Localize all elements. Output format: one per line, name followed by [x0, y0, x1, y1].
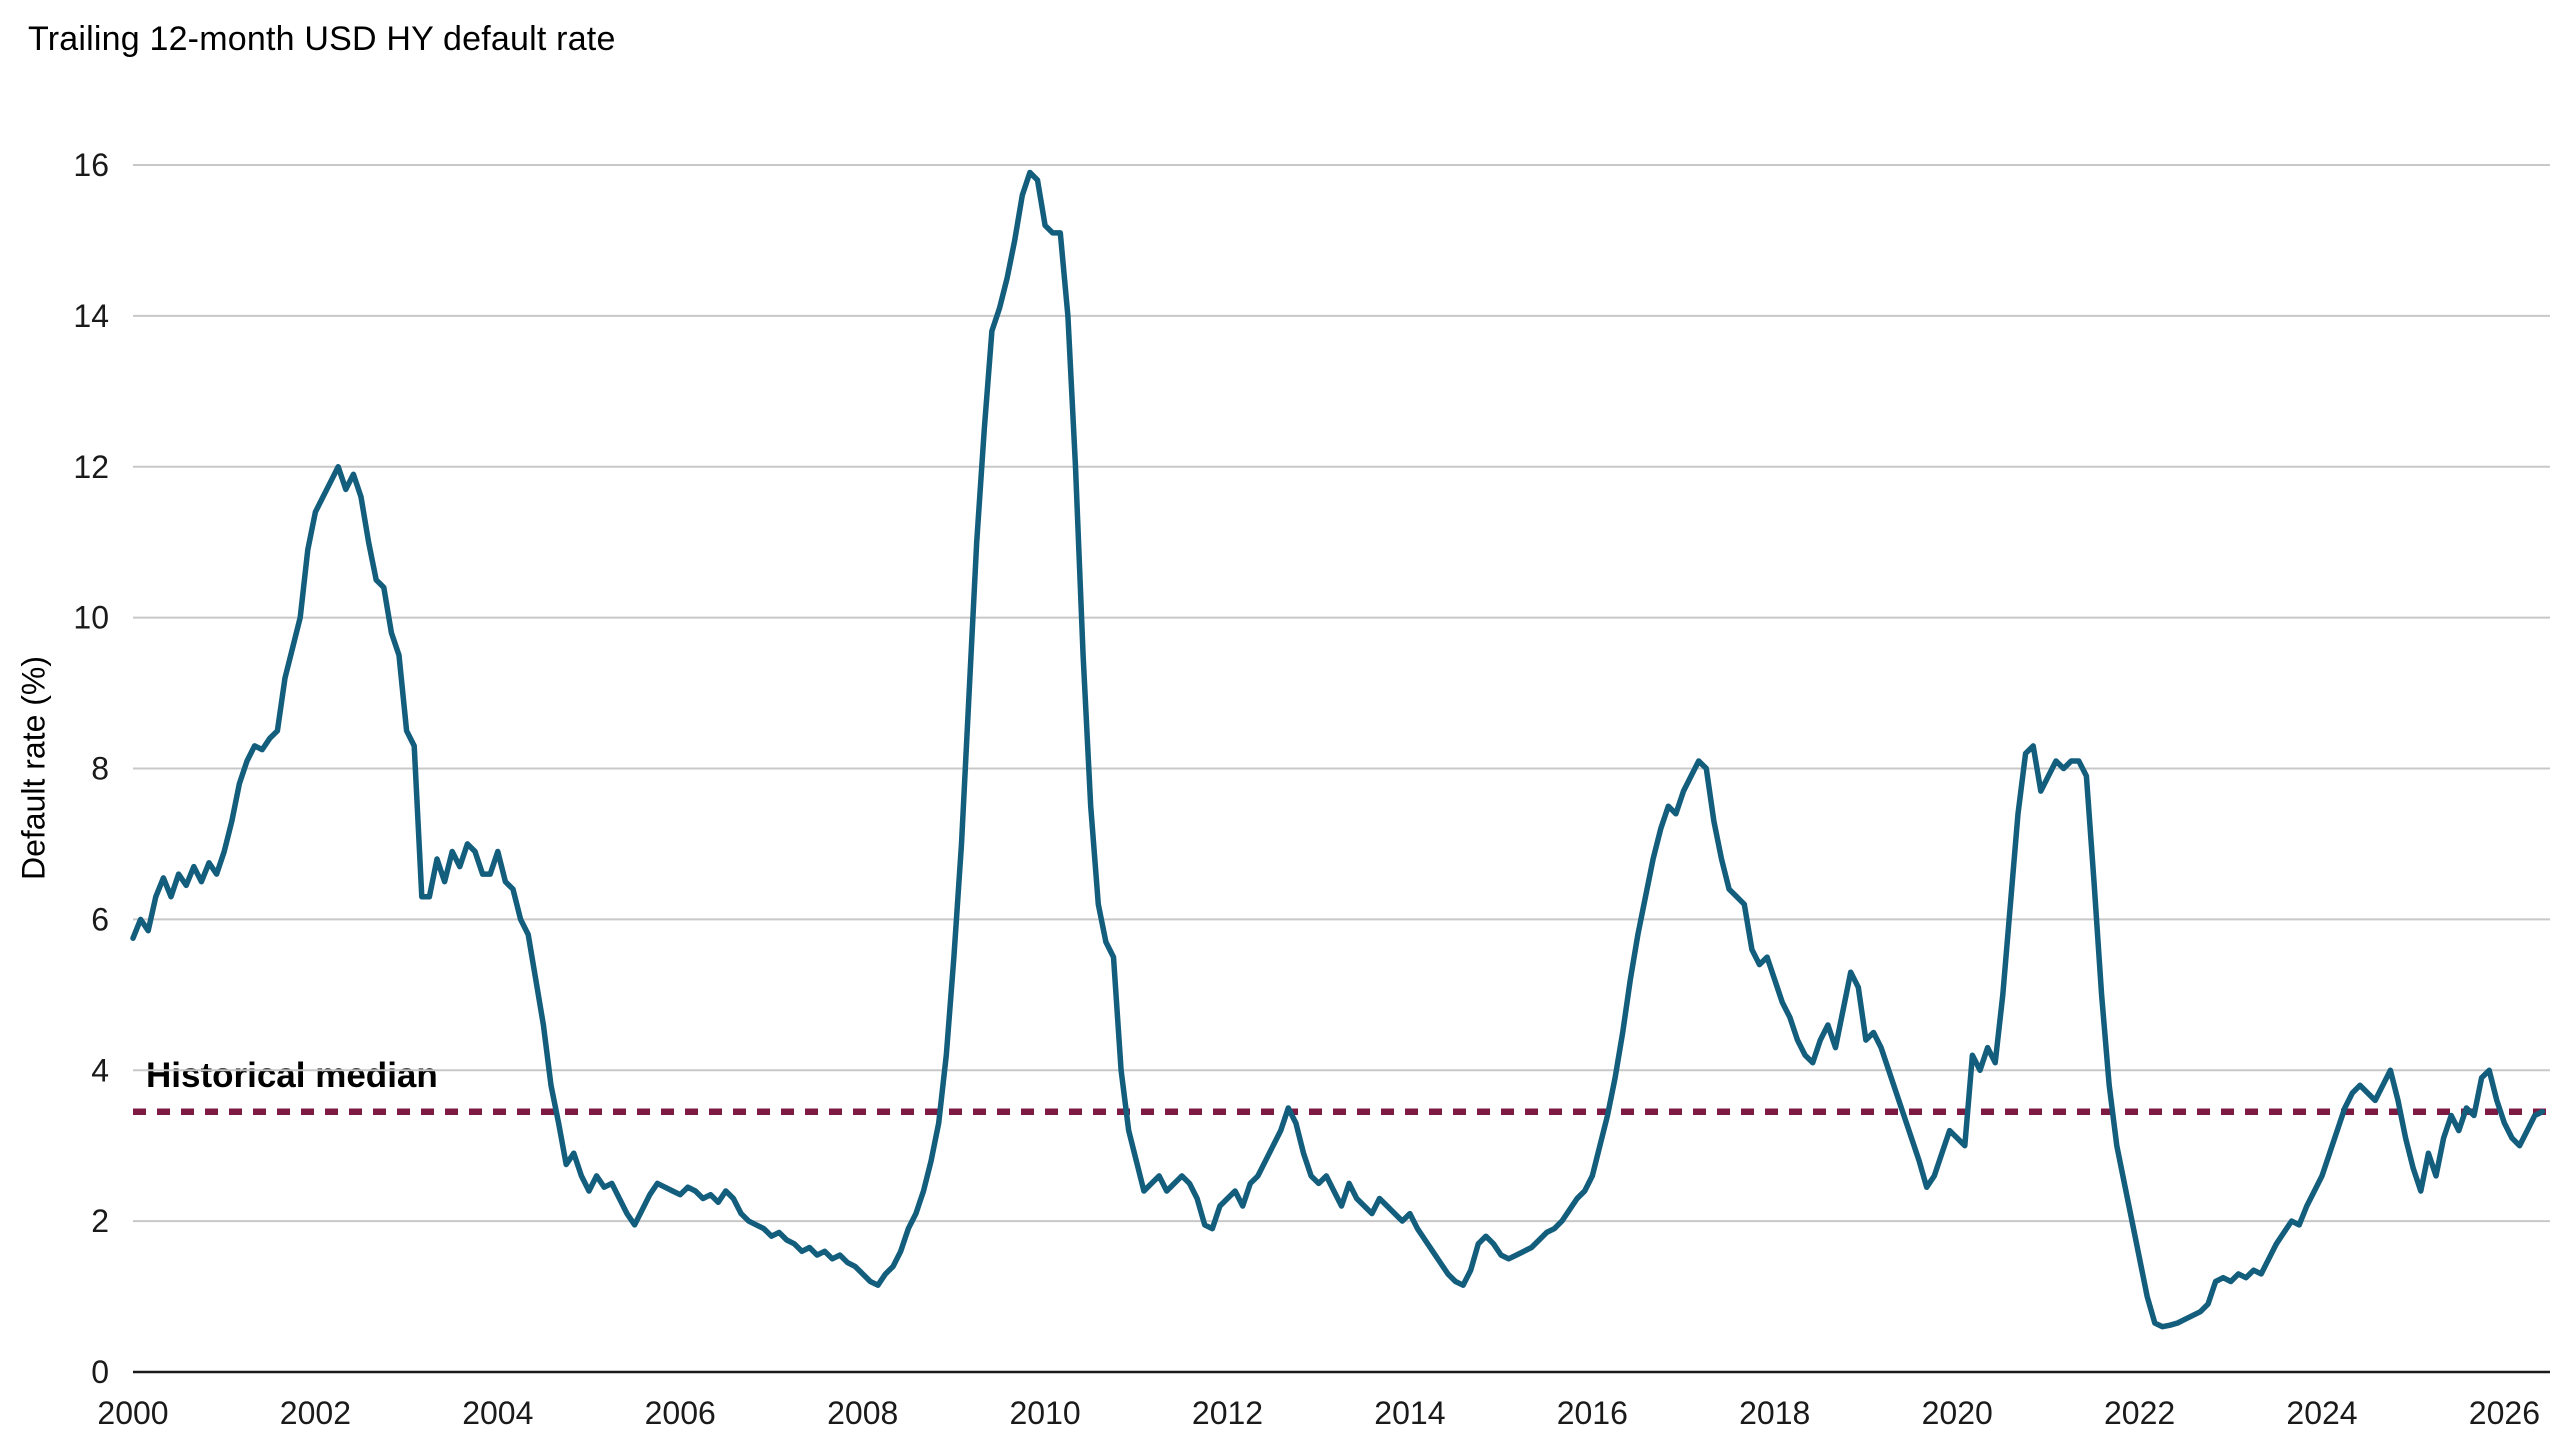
x-tick-label: 2024 — [2286, 1395, 2357, 1431]
x-tick-label: 2022 — [2104, 1395, 2175, 1431]
x-tick-label: 2018 — [1739, 1395, 1810, 1431]
x-tick-label: 2008 — [827, 1395, 898, 1431]
x-tick-label: 2016 — [1557, 1395, 1628, 1431]
x-tick-label: 2000 — [97, 1395, 168, 1431]
y-tick-label: 12 — [73, 449, 109, 485]
y-tick-label: 14 — [73, 298, 109, 334]
x-tick-label: 2014 — [1374, 1395, 1445, 1431]
x-tick-label: 2002 — [280, 1395, 351, 1431]
y-tick-label: 2 — [91, 1203, 109, 1239]
x-tick-label: 2006 — [645, 1395, 716, 1431]
y-tick-label: 16 — [73, 147, 109, 183]
default-rate-series-line — [130, 169, 2546, 1330]
y-tick-label: 4 — [91, 1052, 109, 1088]
x-tick-label: 2020 — [1922, 1395, 1993, 1431]
x-tick-label: 2012 — [1192, 1395, 1263, 1431]
x-tick-label: 2026 — [2469, 1395, 2540, 1431]
y-tick-label: 10 — [73, 600, 109, 636]
historical-median-label: Historical median — [146, 1056, 438, 1095]
x-tick-label: 2004 — [462, 1395, 533, 1431]
y-tick-label: 0 — [91, 1354, 109, 1390]
x-tick-label: 2010 — [1010, 1395, 1081, 1431]
chart-title: Trailing 12-month USD HY default rate — [28, 20, 616, 58]
y-tick-label: 8 — [91, 751, 109, 787]
y-tick-label: 6 — [91, 901, 109, 937]
